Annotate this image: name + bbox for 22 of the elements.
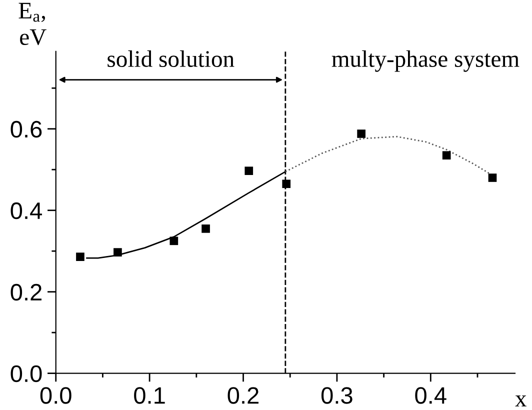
y-tick-label: 0.6 <box>10 120 42 138</box>
point <box>114 248 122 256</box>
x-tick-label: 0.1 <box>134 387 165 404</box>
point <box>76 252 84 261</box>
point <box>442 151 451 160</box>
y-tick-label: 0.4 <box>10 202 42 220</box>
x-tick-label: 0.4 <box>415 387 446 404</box>
y-axis-title: E$_{a}$, eV <box>18 2 46 46</box>
y-tick-label: 0.2 <box>10 284 42 301</box>
annotation: multy-phase system <box>332 50 520 72</box>
point <box>357 130 366 138</box>
point <box>244 166 254 175</box>
x-tick-label: 0.0 <box>40 387 72 404</box>
annotation: solid solution <box>108 50 234 68</box>
point <box>282 180 291 188</box>
point <box>488 174 497 182</box>
x-axis-title: x <box>515 396 526 406</box>
y-tick-label: 0.0 <box>10 365 42 382</box>
point <box>170 236 178 246</box>
point <box>202 224 210 233</box>
x-tick-label: 0.2 <box>228 387 258 404</box>
x-tick-label: 0.3 <box>321 387 352 404</box>
